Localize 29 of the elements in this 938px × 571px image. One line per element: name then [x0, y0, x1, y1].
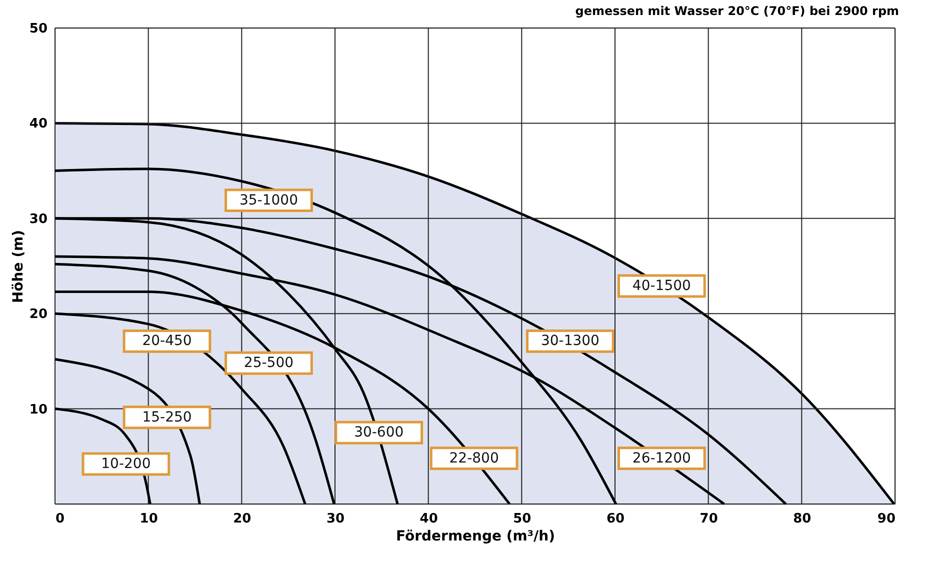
series-label: 30-600	[354, 424, 404, 441]
x-tick-label: 10	[140, 512, 158, 526]
y-axis-title: Höhe (m)	[10, 230, 26, 304]
series-label: 15-250	[142, 409, 192, 426]
x-tick-label: 60	[606, 512, 625, 526]
x-tick-label: 40	[420, 512, 438, 526]
x-axis-title: Fördermenge (m³/h)	[396, 528, 555, 544]
series-label: 20-450	[142, 333, 192, 350]
series-label: 26-1200	[632, 450, 691, 466]
line-series	[54, 358, 201, 506]
x-tick-label: 30	[326, 512, 345, 526]
x-tick-label: 20	[233, 512, 252, 526]
series-label: 22-800	[449, 450, 499, 466]
y-tick-label: 50	[29, 22, 48, 36]
y-tick-label: 20	[29, 307, 48, 322]
x-tick-label: 80	[793, 512, 812, 526]
series-label: 25-500	[244, 355, 294, 372]
x-tick-label: 0	[56, 512, 65, 526]
series-label: 40-1500	[632, 278, 691, 294]
x-tick-label: 50	[513, 512, 532, 526]
y-tick-label: 10	[29, 402, 48, 418]
series-label: 35-1000	[239, 192, 298, 208]
x-tick-label: 70	[700, 512, 718, 526]
chart-subtitle: gemessen mit Wasser 20°C (70°F) bei 2900 rpm	[575, 4, 900, 18]
y-tick-label: 30	[29, 212, 48, 227]
series-label: 30-1300	[540, 333, 600, 350]
series-label: 10-200	[101, 456, 151, 472]
y-tick-label: 40	[29, 116, 48, 132]
x-tick-label: 90	[877, 512, 896, 526]
